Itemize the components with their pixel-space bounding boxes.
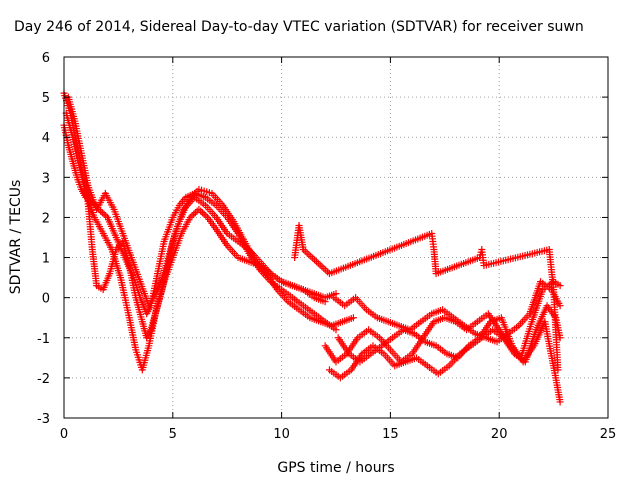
y-tick-label: 1: [42, 252, 50, 267]
data-point: [200, 210, 208, 218]
data-point: [98, 209, 106, 217]
data-points: [60, 89, 564, 406]
y-tick-label: 6: [42, 51, 50, 66]
series-spikes: [291, 221, 562, 374]
y-axis-label: SDTVAR / TECUs: [8, 180, 24, 295]
x-tick-label: 15: [382, 427, 399, 442]
y-tick-label: -3: [37, 412, 50, 427]
data-point: [198, 209, 206, 217]
y-tick-label: 3: [42, 171, 50, 186]
x-tick-label: 25: [600, 427, 617, 442]
data-point: [195, 205, 203, 213]
series-track-c: [62, 109, 340, 374]
data-point: [202, 212, 210, 220]
series-track-h: [334, 314, 564, 406]
data-point: [197, 207, 205, 215]
y-tick-label: 5: [42, 91, 50, 106]
data-point: [556, 302, 564, 310]
y-tick-label: -1: [37, 332, 50, 347]
data-point: [556, 282, 564, 290]
x-axis-label: GPS time / hours: [277, 460, 394, 476]
data-point: [190, 210, 198, 218]
plot-frame: [63, 56, 609, 419]
data-point: [556, 398, 564, 406]
y-tick-label: 4: [42, 131, 50, 146]
chart-title: Day 246 of 2014, Sidereal Day-to-day VTE…: [14, 19, 584, 35]
x-tick-label: 20: [491, 427, 508, 442]
y-tick-label: 0: [42, 292, 50, 307]
axis-ticks: 0 5 10 15 20 25 -3 -2 -1 0 1 2 3 4 5 6: [37, 51, 616, 442]
y-tick-label: 2: [42, 211, 50, 226]
data-point: [191, 209, 199, 217]
series-track-d: [64, 93, 357, 330]
data-point: [554, 366, 562, 374]
x-tick-label: 10: [273, 427, 290, 442]
data-point: [100, 210, 108, 218]
x-tick-label: 5: [169, 427, 177, 442]
data-point: [349, 314, 357, 322]
y-tick-label: -2: [37, 372, 50, 387]
series-track-f: [325, 302, 564, 382]
x-tick-label: 0: [60, 427, 68, 442]
